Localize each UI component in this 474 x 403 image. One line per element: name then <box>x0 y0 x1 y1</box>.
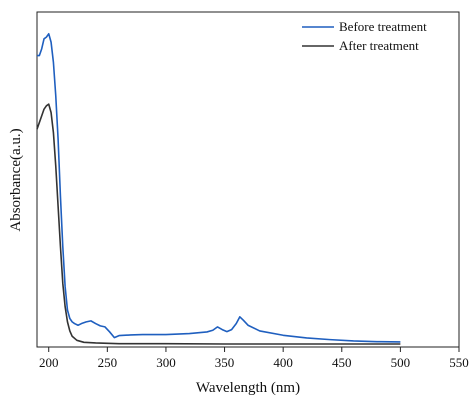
series-line-after-treatment <box>36 103 401 345</box>
plot-frame <box>36 11 460 348</box>
x-tick-label: 200 <box>39 355 59 370</box>
x-tick-label: 350 <box>215 355 235 370</box>
x-axis-ticks: 200 250 300 350 400 450 500 550 <box>39 347 469 370</box>
legend-label-after-treatment: After treatment <box>339 38 419 53</box>
x-axis-title: Wavelength (nm) <box>196 380 300 396</box>
x-tick-label: 500 <box>391 355 411 370</box>
x-tick-label: 400 <box>273 355 293 370</box>
x-tick-label: 250 <box>98 355 118 370</box>
y-axis-title: Absorbance(a.u.) <box>8 128 24 231</box>
legend-label-before-treatment: Before treatment <box>339 19 427 34</box>
x-tick-label: 450 <box>332 355 352 370</box>
legend: Before treatment After treatment <box>302 19 427 53</box>
series-layer <box>36 32 401 345</box>
series-line-before-treatment <box>37 32 401 343</box>
x-tick-label: 300 <box>156 355 176 370</box>
x-tick-label: 550 <box>449 355 469 370</box>
